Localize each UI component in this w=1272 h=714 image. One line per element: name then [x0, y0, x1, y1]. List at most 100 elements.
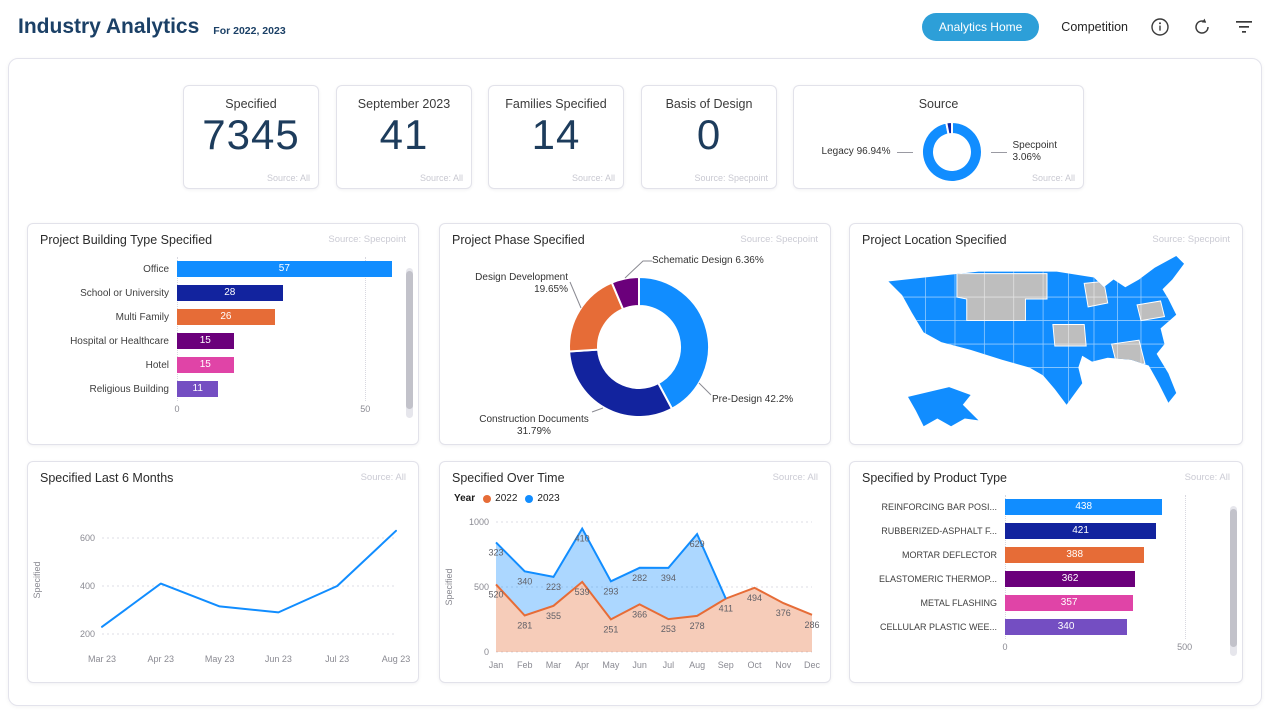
bar-track: 26 [177, 309, 403, 325]
bar[interactable]: 340 [1005, 619, 1128, 635]
chart-title: Project Building Type Specified [40, 233, 213, 247]
bar-track: 11 [177, 381, 403, 397]
x-tick-label: Aug 23 [382, 654, 411, 664]
bar[interactable]: 438 [1005, 499, 1163, 515]
gridline [1184, 495, 1186, 639]
building-type-bar-chart[interactable]: Office 57 School or University 28 Multi Fami… [42, 257, 418, 414]
bar[interactable]: 28 [177, 285, 283, 301]
analytics-home-button[interactable]: Analytics Home [921, 13, 1040, 41]
chart-card-over-time: Specified Over Time Source: All Year 202… [439, 461, 831, 683]
category-label: ELASTOMERIC THERMOP... [878, 574, 997, 584]
source-note: Source: Specpoint [328, 234, 406, 245]
bar[interactable]: 388 [1005, 547, 1145, 563]
legend: Year 2022 2023 [454, 493, 560, 504]
callout-line [990, 151, 1007, 153]
info-icon[interactable] [1150, 17, 1170, 37]
donut-slice-schematic-design[interactable] [610, 275, 640, 311]
scrollbar[interactable] [1230, 506, 1237, 656]
bar-value-label: 28 [224, 287, 236, 298]
bar-value-label: 357 [1060, 597, 1078, 608]
chart-card-project-phase: Project Phase Specified Source: Specpoin… [439, 223, 831, 445]
kpi-value: 41 [379, 111, 429, 158]
bar[interactable]: 26 [177, 309, 275, 325]
bar[interactable]: 11 [177, 381, 219, 397]
bar[interactable]: 15 [177, 357, 234, 373]
line-2022[interactable] [495, 580, 813, 621]
bar-value-label: 11 [192, 383, 203, 394]
bar-value-label: 57 [278, 263, 290, 274]
donut-slice-specpoint[interactable] [944, 120, 953, 136]
gray-state-east[interactable] [1136, 300, 1166, 322]
y-tick-label: 0 [484, 647, 489, 657]
callout-schematic-design: Schematic Design 6.36% [652, 255, 764, 266]
kpi-title: Source [918, 97, 959, 111]
x-tick-label: Mar [546, 660, 562, 670]
donut-slice-construction-documents[interactable] [568, 348, 674, 418]
legend-item-2022[interactable]: 2022 [483, 493, 517, 504]
donut-slice-pre-design[interactable] [638, 275, 710, 411]
area-2023[interactable] [496, 528, 726, 620]
bar-track: 357 [1005, 595, 1199, 611]
bar[interactable]: 421 [1005, 523, 1157, 539]
bar-value-label: 438 [1075, 501, 1093, 512]
data-label-2023: 282 [632, 573, 647, 583]
data-label-2022: 253 [661, 624, 676, 634]
scrollbar[interactable] [406, 268, 413, 418]
last-6-months-line-chart[interactable]: 200 400 600 Mar 23 Apr 23 May 23 Jun 23 Jul 23 A… [28, 500, 420, 680]
phase-donut-chart[interactable] [440, 252, 832, 442]
donut-slice-legacy[interactable] [920, 120, 983, 183]
data-label-2022: 286 [804, 620, 819, 630]
us-map[interactable] [860, 254, 1234, 440]
line-series[interactable] [101, 529, 397, 628]
callout-lines [569, 260, 712, 413]
data-label-2022: 494 [747, 593, 762, 603]
data-label-2023: 410 [575, 534, 590, 544]
chart-card-building-type: Project Building Type Specified Source: … [27, 223, 419, 445]
filter-icon[interactable] [1234, 18, 1254, 36]
source-note: Source: Specpoint [694, 173, 768, 183]
product-type-bar-chart[interactable]: REINFORCING BAR POSI... 438 RUBBERIZED-ASP… [864, 495, 1242, 652]
competition-link[interactable]: Competition [1061, 20, 1128, 34]
callout-line [896, 151, 913, 153]
x-tick-label: 500 [1177, 642, 1193, 652]
chart-card-product-type: Specified by Product Type Source: All RE… [849, 461, 1243, 683]
scrollbar-thumb[interactable] [406, 271, 413, 409]
y-tick-label: 400 [80, 581, 95, 591]
source-note: Source: All [419, 173, 463, 183]
category-label: RUBBERIZED-ASPHALT F... [881, 526, 997, 536]
alaska[interactable] [907, 387, 979, 427]
refresh-icon[interactable] [1192, 17, 1212, 37]
x-tick-label: Oct [748, 660, 763, 670]
data-label-2023: 340 [517, 576, 532, 586]
over-time-area-chart[interactable]: 0 500 1000 Jan Feb Mar Apr May Jun Jul Aug Sep Oct No… [440, 512, 832, 680]
page-subtitle: For 2022, 2023 [213, 24, 286, 37]
bar[interactable]: 357 [1005, 595, 1134, 611]
line-2023[interactable] [495, 526, 727, 600]
legend-item-2023[interactable]: 2023 [525, 493, 560, 504]
dashboard-canvas: Specified 7345 Source: All September 202… [8, 58, 1262, 706]
kpi-card-september-2023: September 2023 41 Source: All [336, 85, 472, 189]
gray-state-central[interactable] [1052, 323, 1087, 347]
source-donut-chart[interactable] [919, 119, 985, 185]
bar[interactable]: 15 [177, 333, 234, 349]
bar[interactable]: 362 [1005, 571, 1136, 587]
bar-value-label: 388 [1066, 549, 1084, 560]
data-label-2023: 323 [488, 547, 503, 557]
gray-state-wisconsin[interactable] [1083, 280, 1109, 308]
kpi-title: Families Specified [505, 97, 607, 111]
bar-track: 15 [177, 357, 403, 373]
area-2022[interactable] [496, 581, 812, 652]
bar[interactable]: 57 [177, 261, 392, 277]
donut-slice-design-development[interactable] [568, 281, 625, 353]
bar-track: 362 [1005, 571, 1199, 587]
source-note: Source: All [571, 173, 615, 183]
y-tick-label: 1000 [469, 517, 489, 527]
category-label: MORTAR DEFLECTOR [901, 550, 997, 560]
bar-track: 340 [1005, 619, 1199, 635]
bar-value-label: 26 [220, 311, 232, 322]
source-note: Source: All [1031, 173, 1075, 183]
category-label: Hotel [145, 359, 169, 371]
app-header: Industry Analytics For 2022, 2023 Analyt… [0, 0, 1272, 54]
legend-title: Year [454, 493, 476, 504]
scrollbar-thumb[interactable] [1230, 509, 1237, 647]
